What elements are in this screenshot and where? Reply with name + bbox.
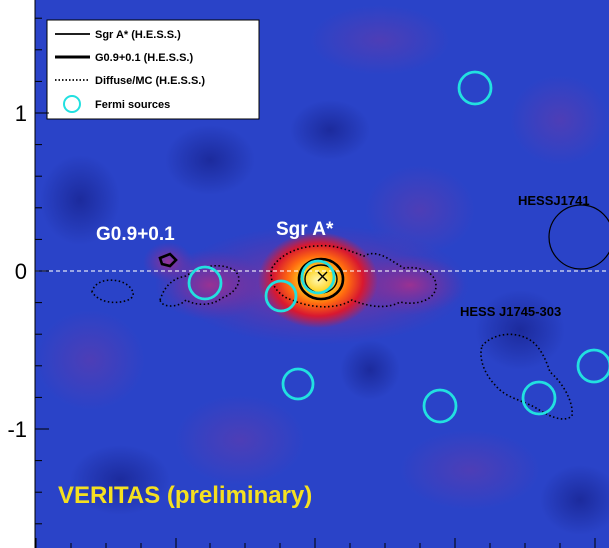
diffuse-contour-j1745 <box>480 333 573 420</box>
hessj1741-circle <box>548 204 609 270</box>
legend-box <box>46 19 260 120</box>
legend-label-sgra: Sgr A* (H.E.S.S.) <box>95 29 181 41</box>
diffuse-contour-g09 <box>159 264 240 307</box>
legend: Sgr A* (H.E.S.S.) G0.9+0.1 (H.E.S.S.) Di… <box>46 19 260 120</box>
veritas-watermark: VERITAS (preliminary) <box>58 482 312 509</box>
fermi-sources <box>187 70 609 424</box>
fermi-source <box>264 279 298 313</box>
fermi-source <box>457 70 493 106</box>
label-hessj1745: HESS J1745-303 <box>460 304 561 319</box>
y-tick-label: -1 <box>7 417 27 442</box>
label-sgra: Sgr A* <box>276 219 334 240</box>
legend-swatch-fermi <box>63 95 81 113</box>
diffuse-contour-west <box>91 279 134 304</box>
sgra-contour-outer <box>297 257 345 301</box>
fermi-source <box>281 367 315 401</box>
fermi-source <box>187 265 223 301</box>
diffuse-contour-center <box>270 244 437 308</box>
y-axis: 1 0 -1 <box>7 0 49 548</box>
fermi-source <box>576 348 609 384</box>
legend-label-g09: G0.9+0.1 (H.E.S.S.) <box>95 52 193 64</box>
y-tick-label: 1 <box>15 101 27 126</box>
ridge-emission <box>143 225 470 345</box>
fermi-source <box>521 380 557 416</box>
label-g09: G0.9+0.1 <box>96 224 175 245</box>
sky-texture <box>35 5 609 535</box>
y-tick-label: 0 <box>15 259 27 284</box>
fermi-source <box>300 259 336 295</box>
fermi-source <box>422 388 458 424</box>
x-axis-ticks <box>35 538 596 548</box>
diffuse-contours <box>91 244 573 420</box>
legend-label-fermi: Fermi sources <box>95 99 170 111</box>
legend-label-diffuse: Diffuse/MC (H.E.S.S.) <box>95 75 205 87</box>
g09-contour <box>158 252 178 268</box>
sgra-position-marker <box>317 271 328 282</box>
label-hessj1741: HESSJ1741 <box>518 193 590 208</box>
